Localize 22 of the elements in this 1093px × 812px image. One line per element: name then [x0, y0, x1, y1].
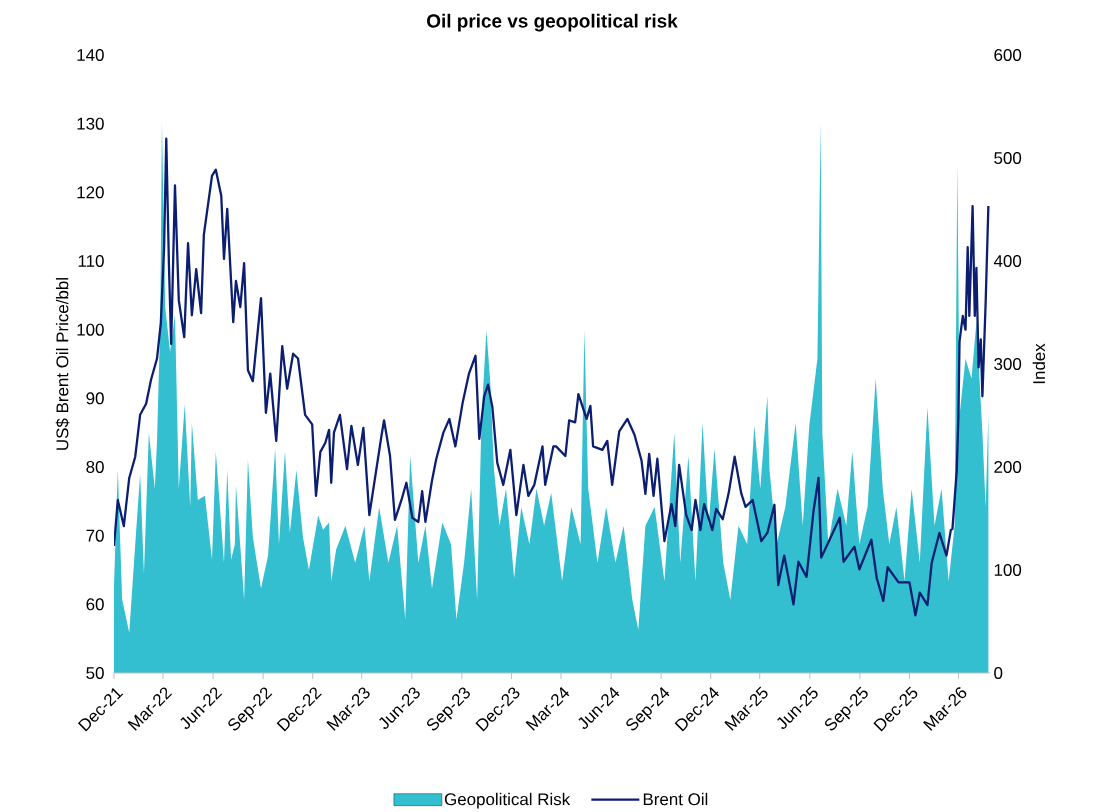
- y-tick-label: 50: [86, 667, 104, 679]
- y-tick-label: 140: [77, 49, 104, 61]
- y2-tick-label: 200: [994, 461, 1022, 473]
- y-tick-label: 70: [86, 529, 104, 542]
- y2-tick-label: 400: [993, 255, 1022, 267]
- chart-title: Oil price vs geopolitical risk: [427, 13, 678, 32]
- y-tick-label: 130: [77, 117, 104, 130]
- y2-axis-title: Index: [1032, 343, 1046, 384]
- y-tick-label: 90: [86, 392, 104, 405]
- y-axis-title: US$ Brent Oil Price/bbl: [55, 278, 70, 450]
- y2-tick-label: 300: [994, 358, 1022, 370]
- y2-tick-label: 100: [994, 564, 1022, 576]
- y-tick-label: 60: [86, 598, 104, 611]
- y2-tick-label: 600: [994, 48, 1022, 61]
- legend-label: Geopolitical Risk: [444, 792, 571, 809]
- y2-tick-label: 500: [994, 151, 1022, 164]
- y-tick-label: 110: [78, 255, 104, 267]
- y2-tick-label: 0: [994, 667, 1003, 679]
- legend-label: Brent Oil: [643, 792, 708, 806]
- y-tick-label: 80: [86, 461, 104, 473]
- y-tick-label: 120: [77, 186, 104, 199]
- y-tick-label: 100: [77, 323, 104, 336]
